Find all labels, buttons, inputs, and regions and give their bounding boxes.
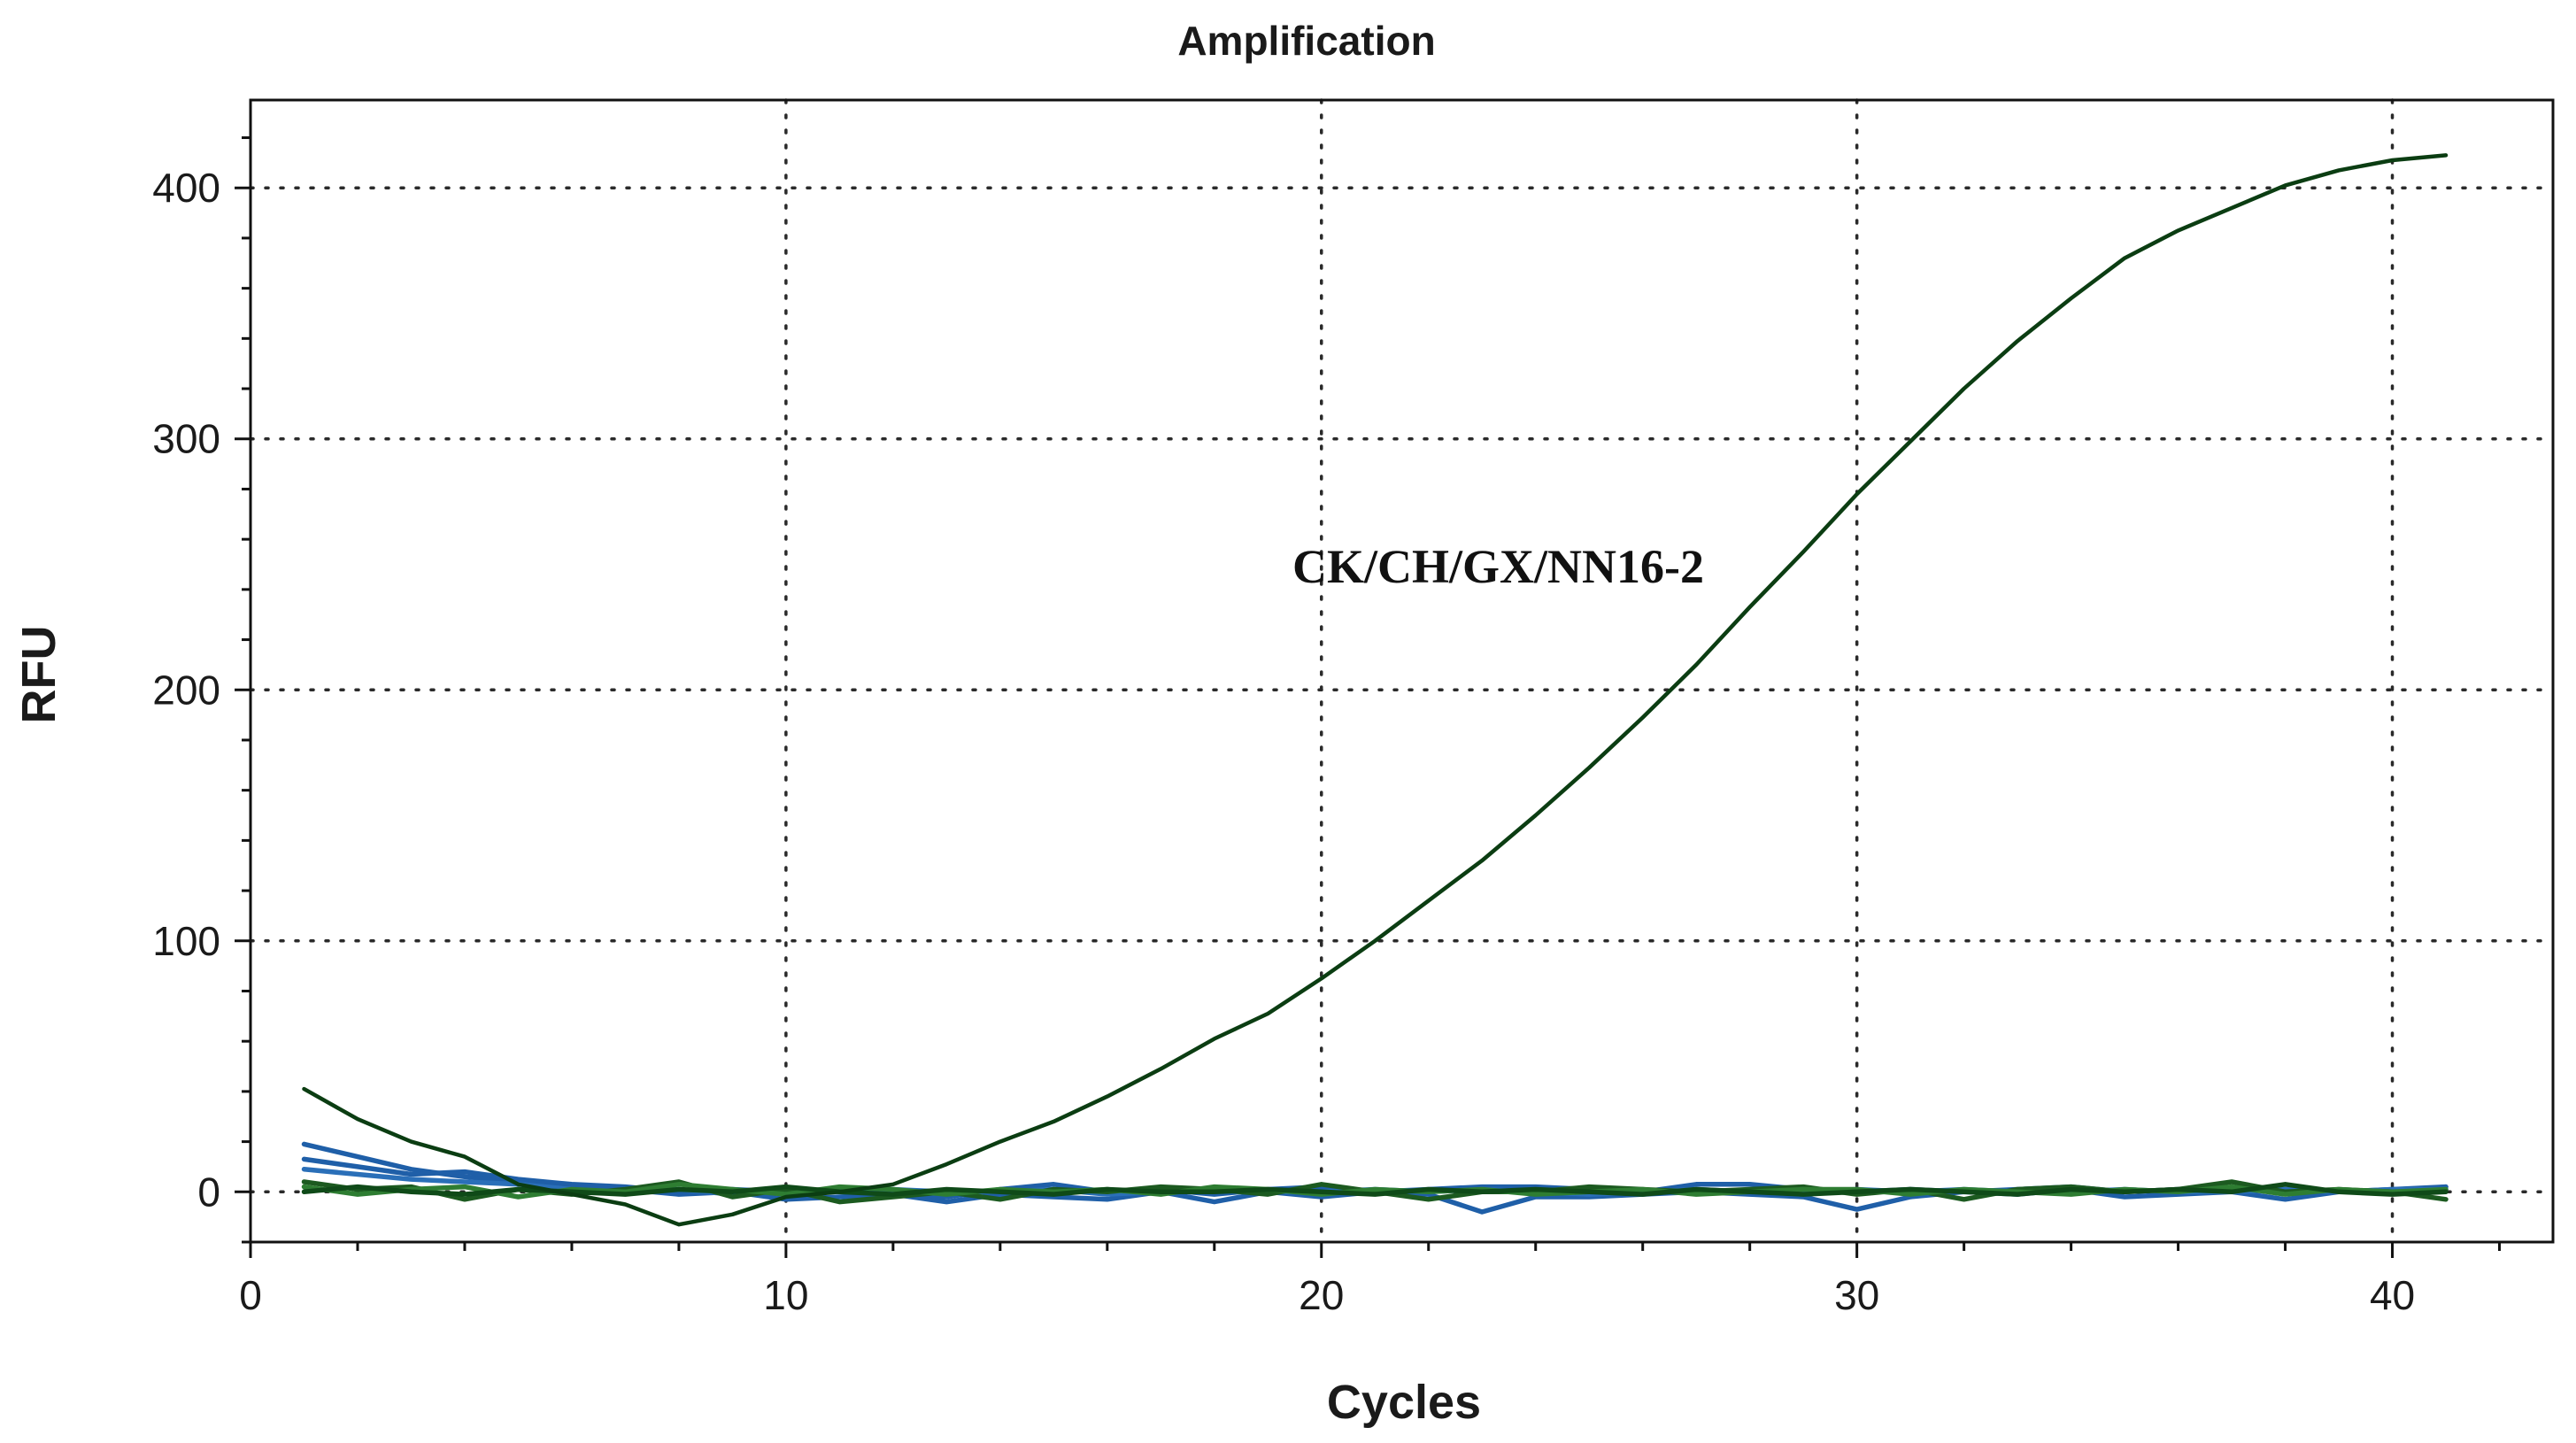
x-tick-label: 0	[239, 1272, 262, 1318]
y-tick-label: 200	[152, 667, 220, 713]
grid-layer	[249, 98, 2555, 1244]
x-tick-label: 10	[763, 1272, 808, 1318]
chart-title: Amplification	[1177, 18, 1435, 64]
positive-amplification-curve	[302, 153, 2449, 1227]
y-tick-label: 300	[152, 416, 220, 462]
y-tick-label: 400	[152, 165, 220, 211]
x-tick-label: 40	[2370, 1272, 2415, 1318]
plot-frame	[249, 98, 2555, 1244]
x-tick-label: 30	[1834, 1272, 1879, 1318]
series-annotation: CK/CH/GX/NN16-2	[1292, 540, 1704, 593]
y-tick-label: 0	[197, 1169, 220, 1215]
y-axis-label: RFU	[12, 626, 66, 724]
y-tick-label: 100	[152, 918, 220, 964]
negative-baseline-curve	[301, 1182, 2449, 1200]
x-tick-label: 20	[1299, 1272, 1344, 1318]
x-axis-label: Cycles	[1327, 1376, 1481, 1429]
tick-layer: 0 100 200 300 400 0 10 20 30 40	[152, 136, 2502, 1318]
negative-baseline-curve	[301, 1141, 2449, 1215]
series-layer	[301, 153, 2449, 1227]
negative-baseline-curve	[301, 1182, 2449, 1197]
